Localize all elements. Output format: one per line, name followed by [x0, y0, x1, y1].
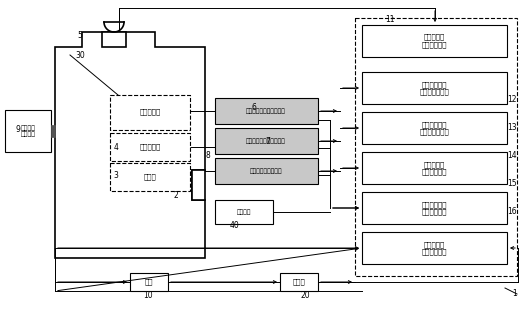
Bar	[362, 72, 507, 104]
Text: 7: 7	[266, 137, 270, 146]
Bar	[192, 170, 205, 200]
Bar	[280, 273, 318, 291]
Bar	[362, 232, 507, 264]
Text: 发电机负载加载设备: 发电机负载加载设备	[250, 168, 282, 174]
Text: 加载设备运行
状态监测单元: 加载设备运行 状态监测单元	[422, 201, 447, 215]
Text: 3: 3	[114, 170, 118, 179]
Text: 空调压缩机耐
久试验控制单元: 空调压缩机耐 久试验控制单元	[420, 81, 449, 95]
Text: 电源: 电源	[145, 279, 153, 285]
Text: 16: 16	[507, 207, 517, 216]
Bar	[362, 25, 507, 57]
Bar	[110, 163, 190, 191]
Bar	[102, 32, 126, 47]
Bar	[362, 192, 507, 224]
Bar	[110, 133, 190, 161]
Bar	[51, 125, 55, 137]
Text: 1: 1	[513, 290, 518, 299]
Text: 13: 13	[507, 123, 517, 132]
Text: 8: 8	[206, 151, 210, 160]
Text: 14: 14	[507, 151, 517, 160]
Bar	[110, 95, 190, 130]
Text: 发动机运行
状态监测单元: 发动机运行 状态监测单元	[422, 241, 447, 255]
Text: 报警器: 报警器	[292, 279, 306, 285]
Text: 发电机耐久
试验控制单元: 发电机耐久 试验控制单元	[422, 161, 447, 175]
Bar	[215, 200, 273, 224]
Bar	[215, 128, 318, 154]
Text: 6: 6	[251, 104, 257, 113]
Text: 2: 2	[174, 192, 178, 201]
Text: 40: 40	[229, 220, 239, 230]
Bar	[130, 273, 168, 291]
Text: 20: 20	[300, 291, 310, 300]
Text: 助力转向泵耐
久试验控制单元: 助力转向泵耐 久试验控制单元	[420, 121, 449, 135]
Text: 12: 12	[507, 95, 517, 104]
Bar	[215, 158, 318, 184]
Bar	[5, 110, 51, 152]
Bar	[355, 18, 517, 276]
Text: 30: 30	[75, 50, 85, 59]
Text: 5: 5	[77, 31, 83, 40]
Bar	[362, 112, 507, 144]
Text: 空调压缩机负载加载设备: 空调压缩机负载加载设备	[246, 108, 286, 114]
Bar	[215, 98, 318, 124]
Text: 整车电瓶: 整车电瓶	[237, 209, 251, 215]
Text: 发电机: 发电机	[144, 174, 156, 180]
Text: 发动机怠速
状态监控单元: 发动机怠速 状态监控单元	[422, 34, 447, 48]
Text: 11: 11	[385, 16, 394, 25]
Text: 助力转向泵负载加载设备: 助力转向泵负载加载设备	[246, 138, 286, 144]
Text: 空调压缩机: 空调压缩机	[139, 109, 160, 115]
Text: 4: 4	[114, 143, 118, 152]
Text: 15: 15	[507, 179, 517, 188]
Text: 10: 10	[143, 291, 153, 300]
Text: 助力转向泵: 助力转向泵	[139, 144, 160, 150]
Text: 环境温度
控制装置: 环境温度 控制装置	[21, 125, 35, 137]
Text: 9: 9	[16, 126, 21, 134]
Bar	[362, 152, 507, 184]
